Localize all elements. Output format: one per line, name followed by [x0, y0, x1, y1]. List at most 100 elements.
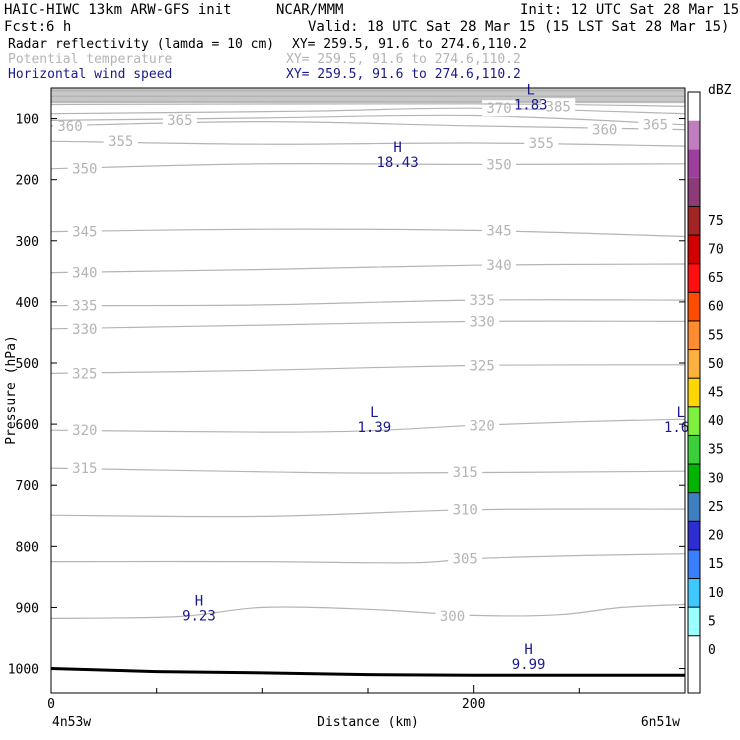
- terrain-profile: [50, 667, 685, 677]
- wind-extremum-value: 9.99: [512, 657, 546, 673]
- theta-label-385: 385: [546, 99, 571, 115]
- wind-extremum-H-marker: H: [393, 140, 401, 156]
- theta-label-bg: [524, 135, 559, 151]
- field-xy-theta: XY= 259.5, 91.6 to 274.6,110.2: [286, 52, 521, 67]
- colorbar-swatch: [688, 607, 700, 636]
- theta-label-320: 320: [469, 418, 494, 434]
- theta-contour-310: [50, 508, 686, 518]
- colorbar-label: 65: [708, 271, 724, 286]
- theta-label-bg: [465, 292, 500, 309]
- theta-label-bg: [67, 264, 102, 281]
- colorbar-swatch: [688, 149, 700, 178]
- colorbar-label: 45: [708, 386, 724, 401]
- theta-label-bg: [53, 117, 88, 134]
- theta-contour-385: [50, 103, 686, 107]
- theta-label-315: 315: [453, 465, 478, 481]
- colorbar-swatch: [688, 406, 700, 436]
- theta-label-bg: [638, 116, 673, 133]
- y-tick-label: 800: [16, 540, 39, 555]
- theta-label-305: 305: [453, 552, 478, 568]
- theta-label-330: 330: [72, 322, 97, 338]
- theta-label-345: 345: [486, 223, 511, 239]
- x-axis-label: Distance (km): [317, 715, 419, 730]
- theta-contours: 300 305 310 315 315 320 320 325 325 330 330 335 335 3…: [50, 87, 686, 625]
- colorbar-swatch: [688, 664, 700, 693]
- theta-label-bg: [435, 608, 470, 624]
- colorbar-label: 0: [708, 643, 716, 658]
- forecast-label: Fcst:: [4, 19, 47, 35]
- theta-label-355: 355: [529, 136, 554, 152]
- theta-label-355: 355: [108, 134, 133, 150]
- y-axis-label: Pressure (hPa): [4, 335, 19, 445]
- theta-label-340: 340: [486, 258, 511, 274]
- theta-label-325: 325: [72, 366, 97, 382]
- colorbar-swatch: [688, 292, 700, 321]
- wind-extremum-value: 18.43: [377, 155, 419, 171]
- colorbar-swatch: [688, 92, 700, 121]
- wind-extremum-L-marker: L: [677, 405, 685, 421]
- colorbar-label: 50: [708, 357, 724, 372]
- theta-label-350: 350: [486, 157, 511, 173]
- theta-label-365: 365: [167, 113, 192, 129]
- theta-contour-345: [50, 228, 686, 238]
- y-tick-label: 300: [16, 235, 39, 250]
- colorbar-swatch: [688, 492, 700, 522]
- theta-label-310: 310: [453, 503, 478, 519]
- colorbar-swatch: [688, 378, 700, 407]
- y-tick-label: 400: [16, 296, 39, 311]
- theta-label-bg: [67, 460, 102, 477]
- theta-label-bg: [67, 365, 102, 382]
- colorbar-label: 5: [708, 614, 716, 629]
- wind-extremum-L-marker: L: [527, 83, 535, 99]
- theta-label-bg: [482, 257, 517, 274]
- wind-extremum-value: 1.39: [357, 420, 391, 436]
- field-name-wind: Horizontal wind speed: [8, 67, 173, 82]
- theta-contour-350: [50, 162, 686, 170]
- y-tick-label: 600: [16, 418, 39, 433]
- colorbar-label: 60: [708, 300, 724, 315]
- theta-label-bg: [67, 297, 102, 314]
- field-xy-reflectivity: XY= 259.5, 91.6 to 274.6,110.2: [292, 37, 527, 52]
- theta-label-bg: [103, 133, 138, 150]
- colorbar-swatch: [688, 464, 700, 493]
- theta-contour-355: [50, 140, 686, 147]
- terrain-line: [50, 667, 685, 677]
- y-tick-label: 700: [16, 479, 39, 494]
- theta-label-bg: [448, 550, 483, 567]
- theta-label-bg: [67, 320, 102, 337]
- wind-extremum-value: 9.23: [182, 609, 216, 625]
- theta-label-bg: [482, 156, 517, 173]
- colorbar-label: 55: [708, 328, 724, 343]
- model-title: HAIC-HIWC 13km ARW-GFS init: [4, 2, 232, 18]
- org-label: NCAR/MMM: [276, 2, 344, 18]
- theta-label-bg: [448, 463, 483, 480]
- theta-label-bg: [162, 111, 197, 128]
- forecast-hours: 6 h: [46, 19, 72, 35]
- theta-contour-305: [50, 553, 686, 564]
- theta-contour-335: [50, 299, 686, 307]
- y-tick-label: 900: [16, 601, 39, 616]
- theta-label-300: 300: [440, 609, 465, 625]
- colorbar: 0 5 10 15 20 25 30 35 40 45 50 55 60 65 70 75 dBZ: [687, 83, 732, 694]
- colorbar-swatch: [688, 635, 700, 665]
- theta-label-bg: [465, 417, 500, 434]
- theta-label-365: 365: [643, 118, 668, 134]
- colorbar-frame: [687, 91, 701, 694]
- theta-label-335: 335: [469, 293, 494, 309]
- colorbar-label: 40: [708, 414, 724, 429]
- theta-label-370: 370: [486, 101, 511, 117]
- colorbar-swatch: [688, 235, 700, 264]
- theta-contour-315: [50, 467, 686, 474]
- colorbar-swatch: [688, 263, 700, 293]
- theta-label-320: 320: [72, 423, 97, 439]
- theta-label-350: 350: [72, 162, 97, 178]
- theta-label-360: 360: [592, 123, 617, 139]
- colorbar-swatch: [688, 120, 700, 150]
- theta-contour-340: [50, 263, 686, 274]
- colorbar-label: 75: [708, 214, 724, 229]
- colorbar-label: 30: [708, 471, 724, 486]
- wind-extremum-L-marker: L: [370, 405, 378, 421]
- theta-label-bg: [448, 501, 483, 518]
- colorbar-swatch: [688, 206, 700, 236]
